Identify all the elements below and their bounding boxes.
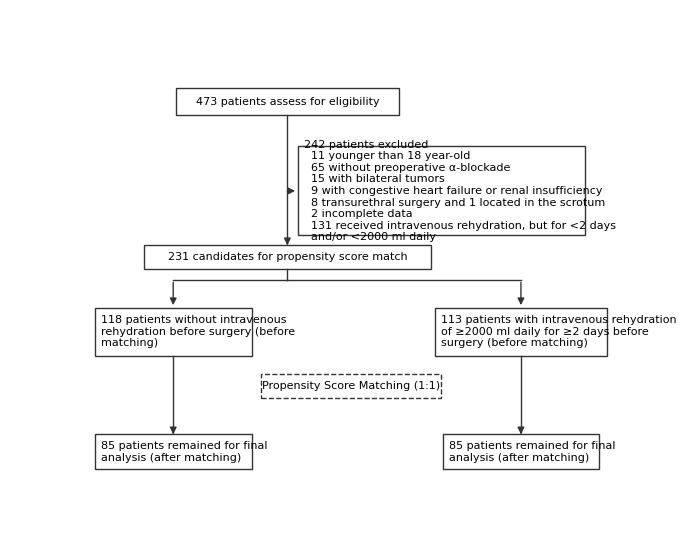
Text: 473 patients assess for eligibility: 473 patients assess for eligibility [195,97,379,107]
FancyBboxPatch shape [95,308,251,356]
FancyBboxPatch shape [443,434,599,470]
Text: 242 patients excluded
  11 younger than 18 year-old
  65 without preoperative α-: 242 patients excluded 11 younger than 18… [304,139,616,242]
Text: 231 candidates for propensity score match: 231 candidates for propensity score matc… [168,252,407,262]
Text: 113 patients with intravenous rehydration
of ≥2000 ml daily for ≥2 days before
s: 113 patients with intravenous rehydratio… [441,315,677,349]
Text: 118 patients without intravenous
rehydration before surgery (before
matching): 118 patients without intravenous rehydra… [101,315,295,349]
FancyBboxPatch shape [261,373,441,398]
FancyBboxPatch shape [435,308,607,356]
Text: 85 patients remained for final
analysis (after matching): 85 patients remained for final analysis … [101,441,268,463]
FancyBboxPatch shape [176,88,399,115]
FancyBboxPatch shape [95,434,251,470]
Text: 85 patients remained for final
analysis (after matching): 85 patients remained for final analysis … [449,441,616,463]
FancyBboxPatch shape [298,146,585,236]
FancyBboxPatch shape [144,245,431,269]
Text: Propensity Score Matching (1:1): Propensity Score Matching (1:1) [262,380,440,391]
